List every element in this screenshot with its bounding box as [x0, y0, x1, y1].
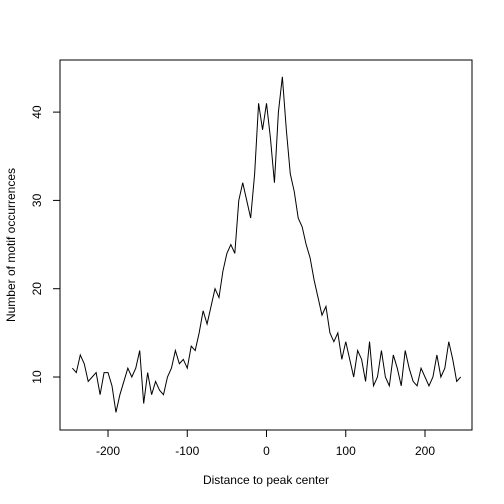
data-line [71, 76, 462, 413]
x-tick-label: -100 [175, 444, 199, 458]
x-tick-label: 0 [263, 444, 270, 458]
y-tick-label: 20 [30, 282, 44, 296]
x-axis-title: Distance to peak center [203, 473, 329, 487]
x-tick-label: 100 [336, 444, 356, 458]
y-tick-label: 40 [30, 105, 44, 119]
y-tick-label: 30 [30, 193, 44, 207]
plot-box [59, 59, 473, 431]
x-tick-label: 200 [415, 444, 435, 458]
y-tick-label: 10 [30, 370, 44, 384]
x-tick-label: -200 [96, 444, 120, 458]
y-axis-title: Number of motif occurrences [4, 168, 18, 322]
